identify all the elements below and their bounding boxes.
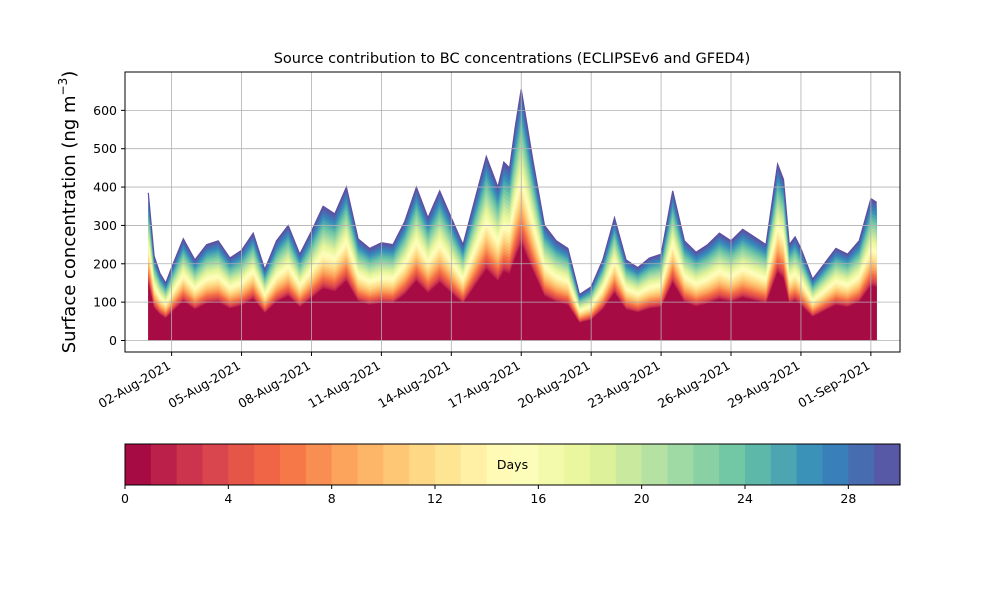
- colorbar-bin: [357, 444, 384, 485]
- colorbar: 0 4 8 12 16 20 24 28 Days: [121, 443, 901, 506]
- colorbar-tick-label: 4: [224, 491, 232, 506]
- chart-title: Source contribution to BC concentrations…: [274, 51, 751, 67]
- y-tick-label: 300: [93, 218, 117, 233]
- colorbar-bin: [512, 444, 539, 485]
- plot-frame: [124, 71, 901, 353]
- colorbar-tick-label: 20: [634, 491, 650, 506]
- colorbar-bin: [796, 444, 824, 485]
- colorbar-bin: [745, 444, 772, 485]
- y-axis-label: Surface concentration (ng m−3): [56, 71, 80, 354]
- colorbar-bin: [125, 444, 152, 485]
- total-line: [147, 89, 878, 296]
- y-tick-label: 100: [93, 295, 117, 310]
- colorbar-bin: [719, 444, 746, 485]
- y-axis: 0 100 200 300 400 500 600: [93, 103, 125, 348]
- colorbar-tick-label: 28: [840, 491, 856, 506]
- y-tick-label: 400: [93, 180, 117, 195]
- y-tick-label: 600: [93, 103, 117, 118]
- colorbar-bin: [409, 444, 436, 485]
- area-layer-day-0: [148, 242, 877, 341]
- colorbar-bin: [564, 444, 591, 485]
- colorbar-bin: [770, 444, 798, 485]
- stacked-areas: [147, 89, 878, 341]
- colorbar-bin: [693, 444, 720, 485]
- colorbar-tick-label: 8: [328, 491, 336, 506]
- colorbar-bin: [667, 444, 694, 485]
- colorbar-bin: [280, 444, 307, 485]
- y-tick-label: 500: [93, 141, 117, 156]
- colorbar-bin: [641, 444, 669, 485]
- colorbar-tick-label: 24: [737, 491, 753, 506]
- colorbar-bin: [822, 444, 849, 485]
- colorbar-bin: [254, 444, 281, 485]
- colorbar-bin: [331, 444, 359, 485]
- colorbar-bin: [848, 444, 875, 485]
- colorbar-bin: [383, 444, 410, 485]
- colorbar-bin: [615, 444, 643, 485]
- colorbar-bin: [435, 444, 462, 485]
- colorbar-frame: [124, 443, 901, 486]
- colorbar-bin: [486, 444, 514, 485]
- colorbar-bin: [202, 444, 229, 485]
- grid-lines: [125, 72, 900, 352]
- colorbar-tick-label: 0: [121, 491, 129, 506]
- colorbar-bin: [538, 444, 565, 485]
- colorbar-label: Days: [497, 457, 528, 472]
- colorbar-bin: [305, 444, 333, 485]
- colorbar-bin: [176, 444, 204, 485]
- colorbar-bin: [874, 444, 901, 485]
- colorbar-tick-label: 16: [530, 491, 546, 506]
- colorbar-bin: [590, 444, 617, 485]
- y-tick-label: 200: [93, 256, 117, 271]
- colorbar-bin: [228, 444, 255, 485]
- colorbar-bin: [460, 444, 488, 485]
- colorbar-tick-label: 12: [427, 491, 443, 506]
- y-tick-label: 0: [109, 333, 117, 348]
- colorbar-bin: [150, 444, 178, 485]
